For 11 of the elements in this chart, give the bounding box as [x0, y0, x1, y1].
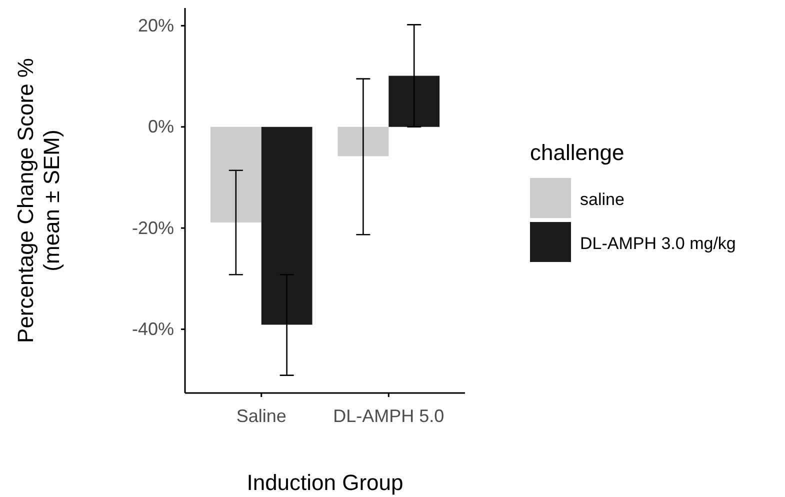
y-axis-title: Percentage Change Score % (mean ± SEM)	[13, 58, 64, 343]
y-tick-label: 0%	[148, 116, 174, 137]
y-tick-label: 20%	[138, 15, 174, 36]
legend-label: saline	[580, 190, 624, 209]
x-axis-title: Induction Group	[246, 470, 404, 495]
legend-label: DL-AMPH 3.0 mg/kg	[580, 234, 736, 253]
x-tick-label: DL-AMPH 5.0	[333, 406, 444, 426]
y-tick-label: -40%	[132, 319, 174, 340]
legend-title: challenge	[530, 140, 624, 165]
x-tick-label: Saline	[236, 406, 286, 426]
y-tick-label: -20%	[132, 218, 174, 238]
